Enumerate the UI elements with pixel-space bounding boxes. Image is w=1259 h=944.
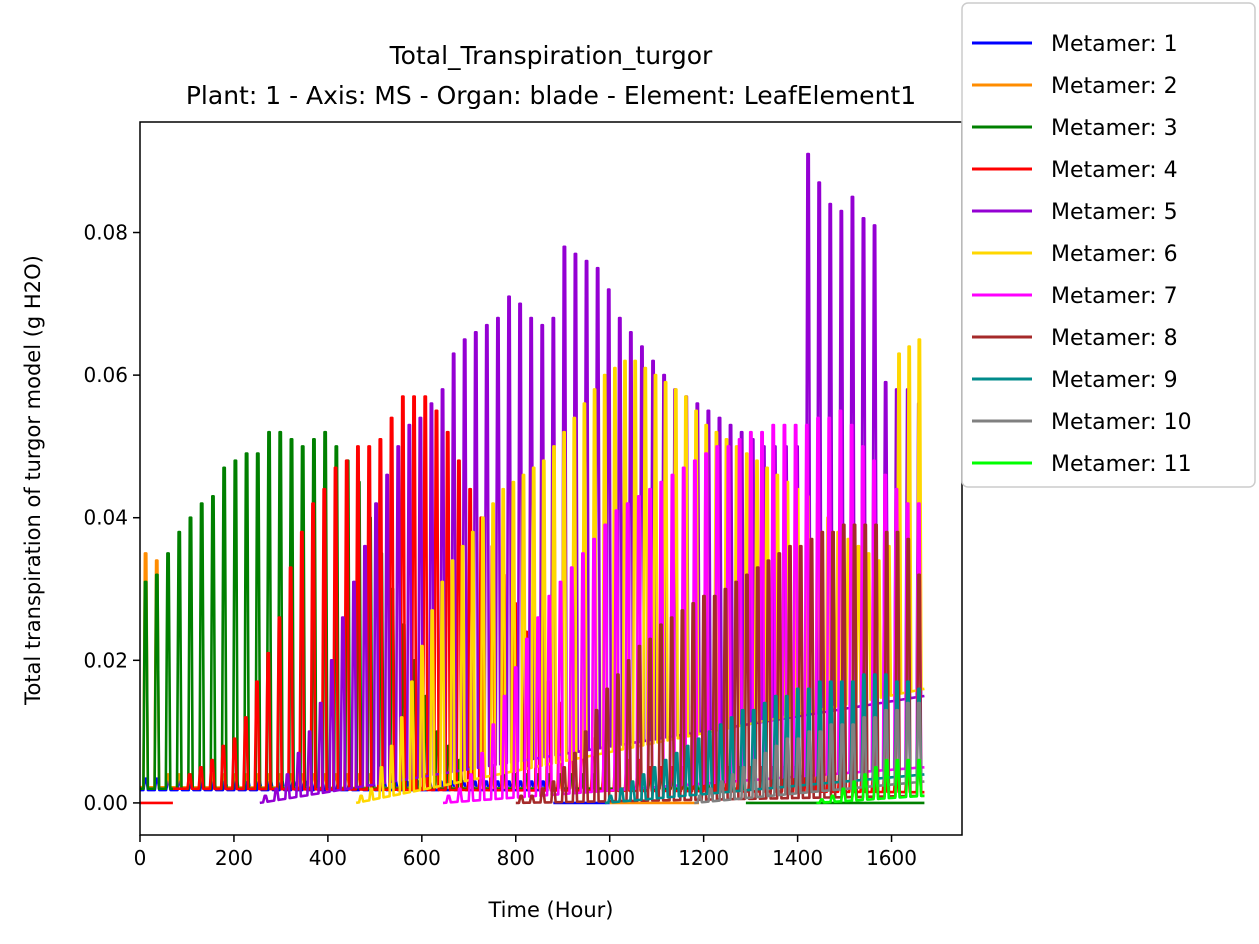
x-tick-label: 800	[497, 846, 535, 870]
legend-label-metamer-7: Metamer: 7	[1051, 284, 1178, 309]
legend-label-metamer-8: Metamer: 8	[1051, 326, 1178, 351]
legend: Metamer: 1 Metamer: 2 Metamer: 3 Metamer: 4…	[961, 2, 1256, 488]
series-layer	[140, 152, 925, 805]
series-line-metamer-10	[694, 701, 925, 805]
legend-label-metamer-3: Metamer: 3	[1051, 116, 1178, 141]
x-tick-label: 1600	[866, 846, 917, 870]
series-line-metamer-11	[816, 758, 925, 805]
x-axis: 0 200 400 600 800 1000 1200 1400 1600	[134, 835, 917, 870]
legend-frame	[961, 2, 1256, 488]
legend-label-metamer-9: Metamer: 9	[1051, 368, 1178, 393]
chart-title: Total_Transpiration_turgor	[389, 41, 713, 70]
y-tick-label: 0.06	[83, 363, 128, 387]
legend-label-metamer-6: Metamer: 6	[1051, 242, 1178, 267]
legend-label-metamer-10: Metamer: 10	[1051, 410, 1192, 435]
x-tick-label: 1000	[584, 846, 635, 870]
x-tick-label: 400	[309, 846, 347, 870]
y-tick-label: 0.00	[83, 791, 128, 815]
y-tick-label: 0.02	[83, 648, 128, 672]
x-axis-label: Time (Hour)	[487, 898, 613, 922]
legend-label-metamer-4: Metamer: 4	[1051, 158, 1178, 183]
legend-label-metamer-5: Metamer: 5	[1051, 200, 1178, 225]
y-axis: 0.00 0.02 0.04 0.06 0.08	[83, 221, 140, 815]
x-tick-label: 0	[134, 846, 147, 870]
x-tick-label: 200	[215, 846, 253, 870]
legend-label-metamer-11: Metamer: 11	[1051, 452, 1192, 477]
y-tick-label: 0.04	[83, 506, 128, 530]
legend-label-metamer-1: Metamer: 1	[1051, 32, 1178, 57]
x-tick-label: 1400	[772, 846, 823, 870]
y-axis-label: Total transpiration of turgor model (g H…	[21, 255, 45, 706]
y-tick-label: 0.08	[83, 221, 128, 245]
chart-subtitle: Plant: 1 - Axis: MS - Organ: blade - Ele…	[186, 81, 916, 110]
x-tick-label: 600	[403, 846, 441, 870]
x-tick-label: 1200	[678, 846, 729, 870]
legend-label-metamer-2: Metamer: 2	[1051, 74, 1178, 99]
